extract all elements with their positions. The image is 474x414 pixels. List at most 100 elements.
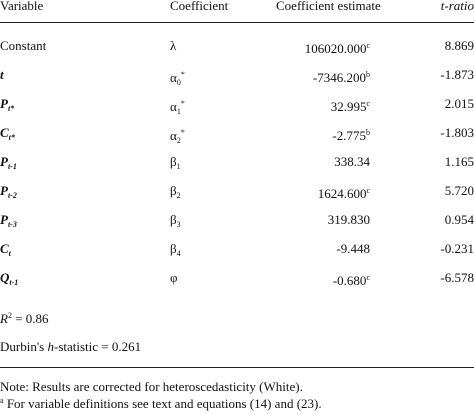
variable-cell: Pt* bbox=[0, 96, 14, 117]
variable-name: Constant bbox=[0, 38, 47, 53]
header-tratio: t-ratio bbox=[440, 0, 474, 13]
estimate-cell: -0.680c bbox=[333, 270, 370, 289]
variable-subscript: t-1 bbox=[9, 278, 19, 287]
variable-subscript: t-2 bbox=[7, 191, 17, 200]
variable-cell: Ct bbox=[0, 241, 11, 262]
header-rule bbox=[0, 22, 474, 23]
coefficient-symbol: φ bbox=[170, 270, 178, 285]
durbin-h-statistic: Durbin's h-statistic = 0.261 bbox=[0, 339, 141, 355]
footer-rule bbox=[0, 367, 474, 368]
tratio-cell: -0.231 bbox=[440, 241, 474, 257]
estimate-value: 319.830 bbox=[327, 212, 370, 227]
coefficient-subscript: 0 bbox=[176, 78, 181, 87]
coefficient-cell: α2* bbox=[170, 125, 185, 149]
durbin-suffix: -statistic = 0.261 bbox=[53, 339, 142, 354]
r-squared-value: = 0.86 bbox=[11, 311, 49, 326]
tratio-cell: 0.954 bbox=[445, 212, 474, 228]
estimate-significance-marker: b bbox=[366, 128, 370, 137]
variable-cell: t bbox=[0, 67, 4, 83]
tratio-cell: -1.873 bbox=[440, 67, 474, 83]
header-coefficient: Coefficient bbox=[170, 0, 229, 13]
estimate-value: -2.775 bbox=[332, 128, 366, 143]
coefficient-cell: β2 bbox=[170, 183, 181, 204]
coefficient-symbol: β bbox=[170, 154, 177, 169]
coefficient-cell: β4 bbox=[170, 241, 181, 262]
variable-subscript: t-3 bbox=[7, 220, 17, 229]
note-marker: a bbox=[0, 396, 4, 405]
note-variable-definitions: a For variable definitions see text and … bbox=[0, 396, 322, 412]
coefficient-symbol: λ bbox=[170, 38, 177, 53]
tratio-value: 8.869 bbox=[444, 38, 474, 53]
estimate-significance-marker: c bbox=[366, 186, 370, 195]
coefficient-subscript: 1 bbox=[176, 162, 181, 171]
variable-subscript: t bbox=[8, 249, 11, 258]
estimate-significance-marker: c bbox=[366, 273, 370, 282]
estimate-value: -0.680 bbox=[332, 273, 367, 288]
coefficient-symbol: α bbox=[170, 99, 177, 114]
coefficient-symbol: β bbox=[170, 212, 177, 227]
estimate-value: 338.34 bbox=[334, 154, 370, 169]
coefficient-superscript: * bbox=[180, 128, 185, 137]
variable-cell: Ct* bbox=[0, 125, 15, 146]
tratio-value: 5.720 bbox=[444, 183, 474, 198]
variable-name: P bbox=[0, 183, 8, 198]
coefficient-subscript: 1 bbox=[176, 107, 181, 116]
coefficient-cell: β3 bbox=[170, 212, 181, 233]
variable-name: t bbox=[0, 67, 4, 82]
variable-name: Q bbox=[0, 270, 10, 285]
estimate-cell: -2.775b bbox=[332, 125, 370, 144]
estimate-cell: -7346.200b bbox=[313, 67, 370, 86]
estimate-value: -9.448 bbox=[336, 241, 370, 256]
header-estimate: Coefficient estimate bbox=[276, 0, 381, 13]
estimate-significance-marker: c bbox=[366, 99, 370, 108]
estimate-cell: 106020.000c bbox=[305, 38, 370, 57]
tratio-cell: -1.803 bbox=[440, 125, 474, 141]
header-variable: Variable bbox=[0, 0, 44, 13]
estimate-cell: 338.34 bbox=[334, 154, 370, 170]
tratio-cell: 1.165 bbox=[445, 154, 474, 170]
tratio-value: 0.954 bbox=[444, 212, 474, 227]
tratio-value: -1.803 bbox=[440, 125, 474, 140]
variable-cell: Pt-1 bbox=[0, 154, 17, 175]
variable-cell: Constant bbox=[0, 38, 46, 54]
estimate-value: 1624.600 bbox=[317, 186, 367, 201]
variable-cell: Pt-2 bbox=[0, 183, 17, 204]
tratio-cell: 5.720 bbox=[445, 183, 474, 199]
tratio-value: -0.231 bbox=[440, 241, 474, 256]
coefficient-subscript: 2 bbox=[176, 191, 181, 200]
estimate-cell: 1624.600c bbox=[318, 183, 370, 202]
variable-cell: Qt-1 bbox=[0, 270, 18, 291]
variable-name: C bbox=[0, 241, 9, 256]
variable-cell: Pt-3 bbox=[0, 212, 17, 233]
variable-name: P bbox=[0, 212, 8, 227]
variable-name: P bbox=[0, 154, 8, 169]
coefficient-symbol: β bbox=[170, 183, 177, 198]
tratio-value: 2.015 bbox=[444, 96, 474, 111]
tratio-cell: 2.015 bbox=[445, 96, 474, 112]
note-variable-definitions-text: For variable definitions see text and eq… bbox=[3, 396, 322, 411]
durbin-h: h bbox=[47, 339, 54, 354]
coefficient-superscript: * bbox=[180, 70, 185, 79]
coefficient-cell: λ bbox=[170, 38, 176, 54]
coefficient-subscript: 3 bbox=[176, 220, 181, 229]
coefficient-superscript: * bbox=[180, 99, 185, 108]
estimate-value: 106020.000 bbox=[304, 41, 367, 56]
estimate-significance-marker: c bbox=[366, 41, 370, 50]
coefficient-subscript: 4 bbox=[176, 249, 181, 258]
r-squared-exponent: 2 bbox=[7, 311, 12, 320]
estimate-cell: -9.448 bbox=[336, 241, 370, 257]
variable-subscript: t-1 bbox=[7, 162, 17, 171]
tratio-value: -6.578 bbox=[440, 270, 474, 285]
estimate-value: -7346.200 bbox=[312, 70, 366, 85]
tratio-cell: 8.869 bbox=[445, 38, 474, 54]
r-squared: R2 = 0.86 bbox=[0, 311, 49, 327]
estimate-cell: 319.830 bbox=[328, 212, 370, 228]
coefficient-cell: φ bbox=[170, 270, 178, 286]
r-squared-symbol: R bbox=[0, 311, 8, 326]
coefficient-symbol: α bbox=[170, 128, 177, 143]
variable-name: P bbox=[0, 96, 8, 111]
note-heteroscedasticity: Note: Results are corrected for heterosc… bbox=[0, 379, 303, 394]
coefficient-subscript: 2 bbox=[176, 136, 181, 145]
estimate-value: 32.995 bbox=[330, 99, 367, 114]
